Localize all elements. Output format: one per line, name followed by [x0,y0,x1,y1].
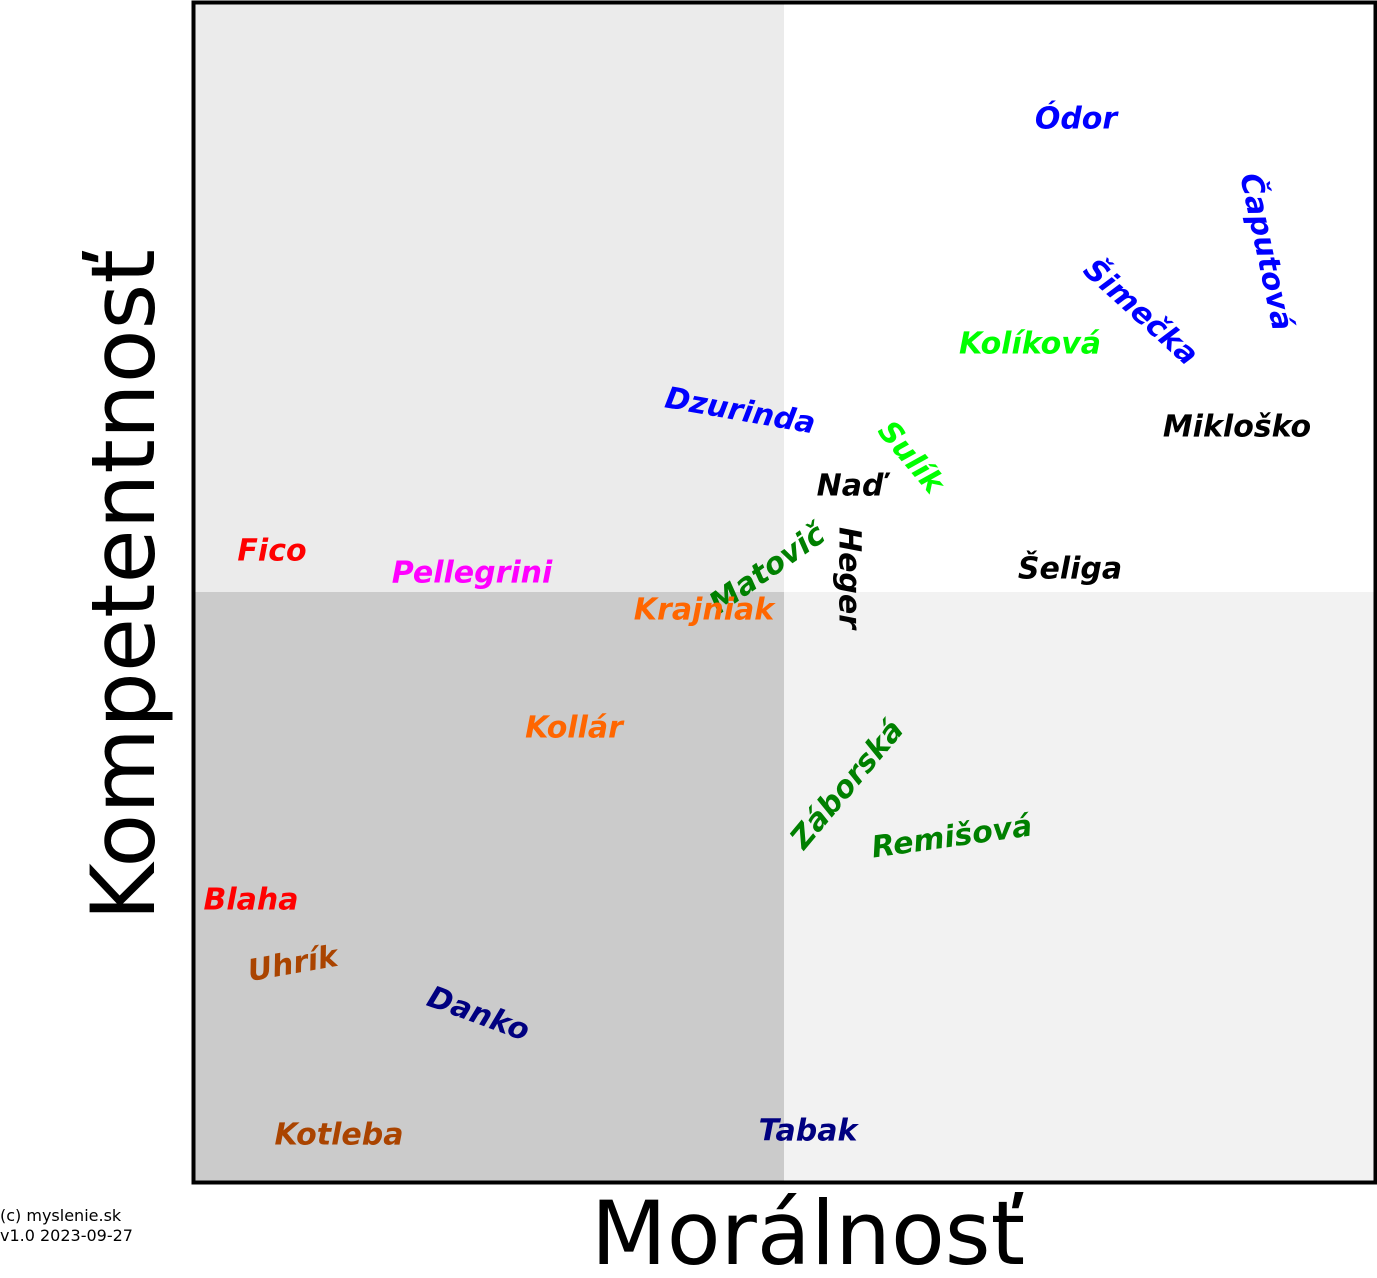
quadrant [193,2,784,592]
node-label: Fico [237,534,306,569]
node-label: Pellegrini [392,556,553,591]
node-label: Kollár [525,711,625,746]
y-axis-label: Kompetentnosť [72,249,175,921]
quadrant [784,592,1376,1182]
node-label: Kolíková [959,327,1101,362]
footer: v1.0 2023-09-27 [0,1226,133,1245]
quadrant [193,592,784,1182]
frame [191,0,1377,1185]
x-axis-label: Morálnosť [591,1182,1025,1278]
node-label: Mikloško [1163,410,1311,445]
node-label: Krajniak [634,593,776,628]
node-label: Ódor [1035,100,1120,137]
node-label: Kotleba [275,1118,404,1153]
node-label: Naď [817,469,891,504]
node-label: Šeliga [1018,550,1122,587]
node-label: Heger [832,527,867,631]
footer: (c) myslenie.sk [0,1206,122,1225]
node-label: Blaha [204,883,299,918]
quadrant [784,2,1376,592]
node-label: Tabak [759,1114,860,1149]
